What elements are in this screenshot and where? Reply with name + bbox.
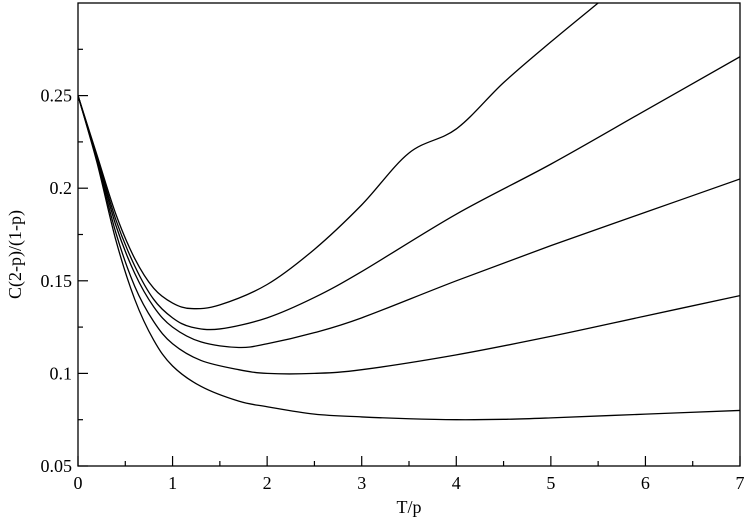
x-axis-title: T/p bbox=[397, 497, 422, 517]
x-tick-label: 4 bbox=[452, 473, 461, 493]
series-line-4 bbox=[78, 95, 740, 375]
y-axis-title: C(2-p)/(1-p) bbox=[5, 210, 26, 299]
y-tick-label: 0.1 bbox=[50, 363, 73, 383]
x-tick-label: 1 bbox=[168, 473, 177, 493]
labels-layer: 0 1 2 3 4 5 6 7 0.05 0.1 0.15 0.2 0.25 bbox=[41, 86, 745, 493]
ticks-layer bbox=[77, 48, 741, 467]
series-line-1 bbox=[78, 3, 599, 310]
y-tick-label: 0.2 bbox=[50, 178, 73, 198]
x-tick-label: 3 bbox=[357, 473, 366, 493]
x-tick-label: 7 bbox=[736, 473, 745, 493]
x-tick-label: 5 bbox=[546, 473, 555, 493]
y-tick-label: 0.15 bbox=[41, 271, 73, 291]
y-tick-label: 0.05 bbox=[41, 456, 73, 476]
x-tick-label: 0 bbox=[74, 473, 83, 493]
series-line-5 bbox=[78, 95, 740, 421]
x-tick-label: 6 bbox=[641, 473, 650, 493]
y-tick-label: 0.25 bbox=[41, 86, 73, 106]
x-tick-label: 2 bbox=[263, 473, 272, 493]
series-line-3 bbox=[78, 95, 740, 349]
plot-frame bbox=[77, 2, 741, 467]
series-line-2 bbox=[78, 56, 740, 331]
series-layer bbox=[78, 3, 740, 421]
